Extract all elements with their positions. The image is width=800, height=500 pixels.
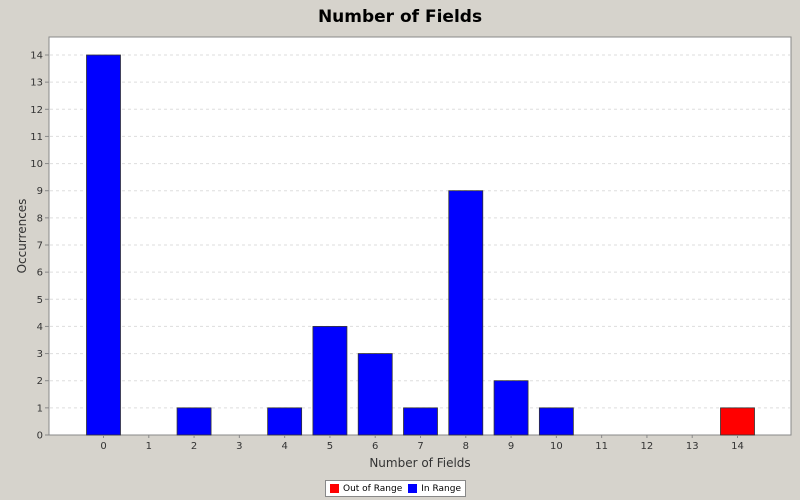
x-tick-label-10: 10 [550, 441, 563, 452]
y-tick-label-2: 2 [37, 376, 43, 387]
legend-label-out-of-range: Out of Range [343, 483, 403, 494]
y-tick-label-5: 5 [37, 295, 43, 306]
y-tick-label-11: 11 [30, 132, 43, 143]
bar-in-range-7 [403, 407, 438, 436]
bar-in-range-5 [312, 326, 348, 436]
y-tick-label-8: 8 [37, 213, 43, 224]
y-tick-label-13: 13 [30, 78, 43, 89]
y-tick-label-0: 0 [37, 431, 43, 442]
bar-in-range-0 [86, 54, 121, 436]
y-tick-label-6: 6 [37, 268, 43, 279]
bar-in-range-8 [448, 190, 484, 436]
bars [86, 54, 755, 436]
x-tick-label-0: 0 [100, 441, 106, 452]
bar-in-range-10 [538, 407, 574, 436]
x-tick-label-7: 7 [417, 441, 423, 452]
y-tick-label-14: 14 [30, 51, 43, 62]
y-tick-label-9: 9 [37, 186, 43, 197]
y-tick-label-1: 1 [37, 403, 43, 414]
y-tick-label-3: 3 [37, 349, 43, 360]
bar-in-range-4 [267, 407, 303, 436]
x-tick-label-1: 1 [146, 441, 152, 452]
bar-in-range-9 [493, 380, 529, 436]
legend-swatch-in-range [408, 484, 418, 493]
y-tick-label-4: 4 [37, 322, 43, 333]
y-tick-label-7: 7 [37, 241, 43, 252]
x-tick-label-9: 9 [508, 441, 514, 452]
x-tick-label-12: 12 [641, 441, 654, 452]
x-tick-label-6: 6 [372, 441, 378, 452]
x-axis-label: Number of Fields [369, 456, 470, 470]
plot-background [48, 36, 792, 436]
x-tick-label-5: 5 [327, 441, 333, 452]
x-ticks: 0 1 2 3 4 5 6 7 8 9 10 11 12 13 14 [100, 435, 744, 452]
legend-entry-in-range: In Range [408, 484, 461, 494]
chart-title: Number of Fields [317, 7, 483, 27]
x-tick-label-8: 8 [463, 441, 469, 452]
x-tick-label-2: 2 [191, 441, 197, 452]
x-tick-label-3: 3 [236, 441, 242, 452]
legend-entry-out-of-range: Out of Range [330, 484, 402, 494]
y-axis-label: Occurrences [15, 199, 29, 274]
legend-swatch-out-of-range [330, 484, 339, 493]
x-tick-label-4: 4 [281, 441, 287, 452]
x-tick-label-13: 13 [686, 441, 699, 452]
bar-in-range-6 [357, 353, 393, 436]
legend: Out of Range In Range [325, 480, 466, 497]
x-tick-label-14: 14 [731, 441, 744, 452]
bar-out-of-range-14 [720, 407, 755, 436]
x-tick-label-11: 11 [595, 441, 608, 452]
y-tick-label-10: 10 [30, 159, 43, 170]
legend-label-in-range: In Range [421, 483, 461, 494]
y-tick-label-12: 12 [30, 105, 43, 116]
bar-in-range-2 [176, 407, 212, 436]
